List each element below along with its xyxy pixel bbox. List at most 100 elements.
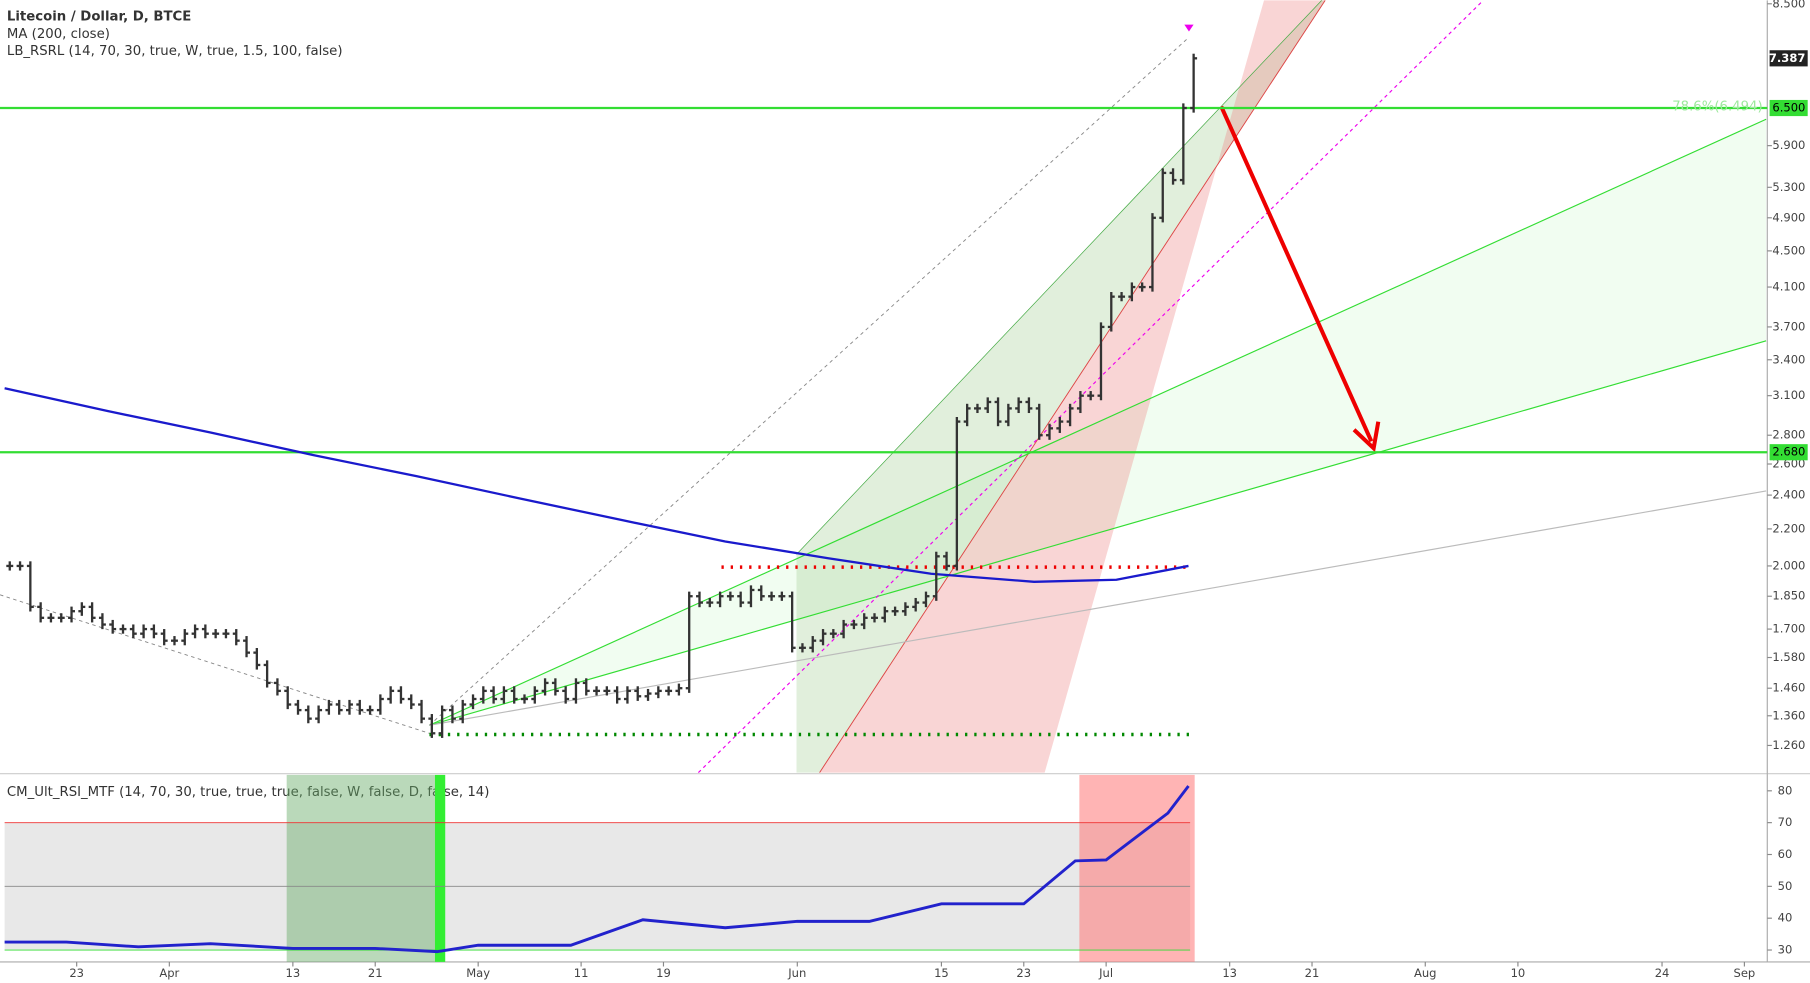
- price-bar: [685, 591, 693, 693]
- price-bar: [521, 694, 528, 704]
- price-bar: [665, 686, 673, 696]
- price-tag: [1769, 99, 1808, 117]
- price-bar: [1097, 322, 1105, 401]
- signal-zone: [286, 774, 435, 962]
- price-bar: [819, 629, 827, 646]
- price-bar: [1118, 292, 1126, 302]
- price-bar: [119, 624, 127, 634]
- price-bar: [1035, 403, 1043, 440]
- signal-zone: [434, 774, 446, 962]
- price-bar: [1179, 103, 1187, 185]
- channel-fill: [796, 0, 1326, 773]
- y-tick-label: 4.100: [1772, 280, 1805, 294]
- price-bar: [726, 591, 734, 601]
- price-bar: [1190, 53, 1198, 113]
- price-bar: [850, 619, 858, 630]
- y-tick-label: 50: [1778, 879, 1793, 893]
- price-bar: [171, 636, 178, 646]
- price-bar: [273, 678, 281, 696]
- price-bar: [634, 686, 642, 701]
- y-tick-label: 4.500: [1772, 243, 1805, 257]
- price-bar: [294, 699, 302, 715]
- price-bar: [129, 624, 137, 639]
- chart-title: Litecoin / Dollar, D, BTCE: [7, 9, 191, 24]
- price-bar: [798, 643, 806, 653]
- price-bar: [1076, 391, 1084, 414]
- y-tick-label: 2.400: [1772, 488, 1805, 502]
- x-tick-label: Apr: [159, 966, 179, 980]
- price-bar: [212, 629, 220, 639]
- price-bar: [541, 678, 549, 696]
- price-bar: [809, 636, 817, 653]
- y-tick-label: 4.900: [1772, 210, 1805, 224]
- price-bar: [222, 629, 230, 639]
- y-tick-label: 3.400: [1772, 352, 1805, 366]
- price-bar: [109, 619, 117, 634]
- y-tick-label: 1.360: [1772, 708, 1805, 722]
- y-tick-label: 80: [1778, 783, 1793, 797]
- x-tick-label: 13: [1222, 966, 1237, 980]
- signal-marker: [1184, 24, 1194, 32]
- y-tick-label: 1.700: [1772, 622, 1805, 636]
- price-bar: [531, 686, 539, 704]
- price-bar: [16, 561, 24, 571]
- price-bar: [932, 551, 940, 601]
- price-bar: [397, 686, 405, 704]
- price-bar: [1107, 292, 1115, 332]
- price-bar: [593, 686, 601, 696]
- x-tick-label: 24: [1655, 966, 1670, 980]
- price-bar: [706, 597, 714, 608]
- x-tick-label: 21: [1305, 966, 1320, 980]
- trend-line: [819, 0, 1326, 773]
- price-bar: [716, 591, 724, 608]
- y-tick-label: 1.260: [1772, 738, 1805, 752]
- y-tick-label: 5.900: [1772, 138, 1805, 152]
- price-bar: [356, 699, 364, 715]
- price-bar: [47, 613, 55, 623]
- y-tick-label: 1.580: [1772, 650, 1805, 664]
- fib-label: 78.6%(6.494): [1672, 100, 1762, 115]
- price-bar: [994, 397, 1002, 427]
- fan-line: [429, 118, 1767, 726]
- price-bar: [232, 629, 240, 646]
- price-bar: [984, 397, 992, 414]
- price-bar: [829, 629, 837, 639]
- x-tick-label: 23: [69, 966, 84, 980]
- price-bar: [1025, 397, 1033, 414]
- price-bar: [901, 602, 909, 616]
- price-bar: [551, 678, 559, 696]
- price-bar: [922, 591, 930, 608]
- price-bar: [6, 561, 14, 571]
- price-bar: [675, 683, 683, 696]
- price-bar: [253, 648, 261, 670]
- y-tick-label: 2.000: [1772, 558, 1805, 572]
- price-bar: [510, 686, 518, 704]
- price-bar: [840, 619, 848, 639]
- x-tick-label: Sep: [1734, 966, 1756, 980]
- price-bar: [582, 678, 590, 696]
- price-bar: [943, 551, 951, 571]
- x-tick-label: Jun: [787, 966, 806, 980]
- indicator-label: LB_RSRL (14, 70, 30, true, W, true, 1.5,…: [7, 44, 343, 59]
- price-bar: [459, 699, 467, 724]
- price-bar: [68, 606, 75, 623]
- price-bar: [366, 705, 374, 715]
- price-bar: [500, 686, 508, 704]
- x-tick-label: 11: [574, 966, 589, 980]
- y-tick-label: 2.200: [1772, 521, 1805, 535]
- y-tick-label: 70: [1778, 815, 1793, 829]
- price-bar: [696, 591, 703, 608]
- y-tick-label: 2.800: [1772, 428, 1805, 442]
- price-bar: [191, 624, 199, 639]
- x-tick-label: Jul: [1098, 966, 1113, 980]
- y-tick-label: 60: [1778, 847, 1793, 861]
- price-bar: [1159, 168, 1167, 223]
- price-bar: [448, 705, 456, 724]
- price-bar: [201, 624, 209, 639]
- price-bar: [1087, 391, 1095, 401]
- price-pane: [0, 53, 1768, 738]
- price-bar: [562, 686, 570, 704]
- price-bar: [860, 613, 868, 630]
- price-bar: [284, 686, 292, 710]
- price-bar: [88, 602, 96, 623]
